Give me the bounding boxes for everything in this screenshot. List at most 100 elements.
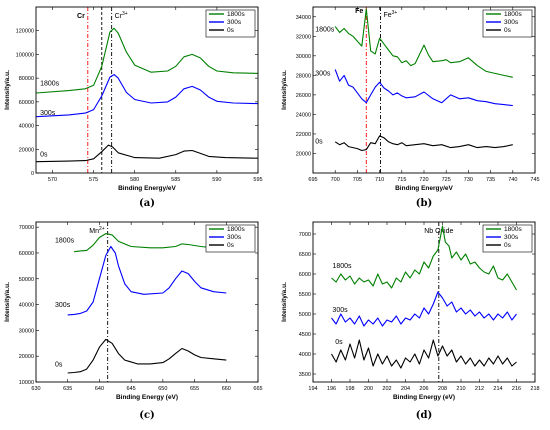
series-label: 300s <box>55 302 71 309</box>
y-tick-label: 60000 <box>19 100 34 106</box>
plot-frame <box>312 221 536 383</box>
series-label: 0s <box>315 139 323 146</box>
x-axis-label: Binding Energy (eV) <box>393 394 455 401</box>
x-tick-label: 204 <box>401 386 410 392</box>
x-tick-label: 196 <box>327 386 336 392</box>
y-tick-label: 0 <box>31 171 34 177</box>
peak-label: Cr3+ <box>115 11 128 20</box>
x-tick-label: 735 <box>486 177 495 183</box>
y-tick-label: 5500 <box>299 292 311 298</box>
y-axis-label: Intensity/a.u. <box>281 70 288 110</box>
x-tick-label: 650 <box>158 386 167 392</box>
x-axis-label: Binding Energy/eV <box>395 185 453 192</box>
legend-entry: 1800s <box>227 226 245 233</box>
series-label: 0s <box>40 151 48 158</box>
series-label: 300s <box>332 307 348 314</box>
y-tick-label: 120000 <box>16 29 34 35</box>
y-tick-label: 20000 <box>296 151 311 157</box>
series-label: 1800s <box>315 26 335 33</box>
x-tick-label: 200 <box>364 386 373 392</box>
x-tick-label: 590 <box>212 177 221 183</box>
x-tick-label: 206 <box>419 386 428 392</box>
x-tick-label: 570 <box>48 177 57 183</box>
x-tick-label: 635 <box>63 386 72 392</box>
series-label: 0s <box>55 362 63 369</box>
series-line-0s <box>334 135 513 152</box>
legend-entry: 0s <box>504 27 512 34</box>
x-tick-label: 665 <box>253 386 262 392</box>
x-tick-label: 202 <box>382 386 391 392</box>
x-tick-label: 705 <box>353 177 362 183</box>
y-tick-label: 30000 <box>19 328 34 334</box>
y-tick-label: 4500 <box>299 332 311 338</box>
legend-entry: 0s <box>227 242 235 249</box>
series-line-0s <box>36 144 258 163</box>
legend-entry: 0s <box>504 242 512 249</box>
peak-label: Mn2+ <box>89 226 105 235</box>
x-tick-label: 655 <box>190 386 199 392</box>
series-label: 0s <box>335 339 343 346</box>
series-label: 1800s <box>332 263 352 270</box>
plot-frame <box>35 221 259 383</box>
series-label: 1800s <box>40 80 60 87</box>
series-line-300s <box>331 291 517 327</box>
y-tick-label: 40000 <box>19 303 34 309</box>
x-tick-label: 725 <box>442 177 451 183</box>
y-tick-label: 50000 <box>19 277 34 283</box>
peak-label: Fe3+ <box>383 10 397 19</box>
y-tick-label: 24000 <box>296 112 311 118</box>
y-tick-label: 28000 <box>296 73 311 79</box>
y-axis-label: Intensity/a.u. <box>281 282 288 322</box>
series-line-0s <box>67 338 227 374</box>
series-label: 300s <box>315 70 331 77</box>
x-tick-label: 198 <box>345 386 354 392</box>
legend-entry: 1800s <box>504 11 522 18</box>
peak-label: Nb Oxide <box>424 228 453 235</box>
y-tick-label: 70000 <box>19 225 34 231</box>
y-tick-label: 3500 <box>299 372 311 378</box>
x-tick-label: 580 <box>130 177 139 183</box>
series-line-1800s <box>74 233 227 253</box>
legend-entry: 0s <box>227 27 235 34</box>
x-tick-label: 214 <box>493 386 502 392</box>
chart-panel-1: 570 575 580 585 590 595 0 20000 40000 60000 80000 1… <box>4 6 263 209</box>
peak-label: Cr <box>77 13 85 20</box>
legend-entry: 1800s <box>227 11 245 18</box>
x-tick-label: 745 <box>530 177 539 183</box>
x-tick-label: 640 <box>95 386 104 392</box>
x-tick-label: 216 <box>512 386 521 392</box>
series-line-300s <box>36 74 258 118</box>
y-tick-label: 6500 <box>299 252 311 258</box>
y-axis-label: Intensity/a.u. <box>4 70 11 110</box>
y-tick-label: 20000 <box>19 147 34 153</box>
x-tick-label: 740 <box>508 177 517 183</box>
x-tick-label: 575 <box>89 177 98 183</box>
y-axis-label: Intensity/a.u. <box>4 282 11 322</box>
x-tick-label: 212 <box>475 386 484 392</box>
series-label: 1800s <box>55 238 75 245</box>
x-tick-label: 695 <box>308 177 317 183</box>
series-line-0s <box>331 339 517 369</box>
y-tick-label: 60000 <box>19 251 34 257</box>
y-tick-label: 22000 <box>296 132 311 138</box>
x-tick-label: 660 <box>222 386 231 392</box>
y-tick-label: 100000 <box>16 52 34 58</box>
y-tick-label: 80000 <box>19 76 34 82</box>
series-line-1800s <box>334 8 513 78</box>
plot-frame <box>312 6 536 174</box>
x-tick-label: 595 <box>253 177 262 183</box>
x-tick-label: 645 <box>127 386 136 392</box>
series-line-1800s <box>36 27 258 94</box>
x-tick-label: 208 <box>438 386 447 392</box>
plot-frame <box>35 6 259 174</box>
y-tick-label: 30000 <box>296 54 311 60</box>
x-axis-label: Binding Energy/eV <box>118 185 176 192</box>
legend-entry: 1800s <box>504 226 522 233</box>
x-tick-label: 710 <box>375 177 384 183</box>
chart-panel-3: 630 635 640 645 650 655 660 665 10000 20000 30000 4… <box>4 221 263 421</box>
x-tick-label: 585 <box>171 177 180 183</box>
y-tick-label: 5000 <box>299 312 311 318</box>
x-axis-label: Binding Energy (eV) <box>116 394 178 401</box>
y-tick-label: 40000 <box>19 124 34 130</box>
